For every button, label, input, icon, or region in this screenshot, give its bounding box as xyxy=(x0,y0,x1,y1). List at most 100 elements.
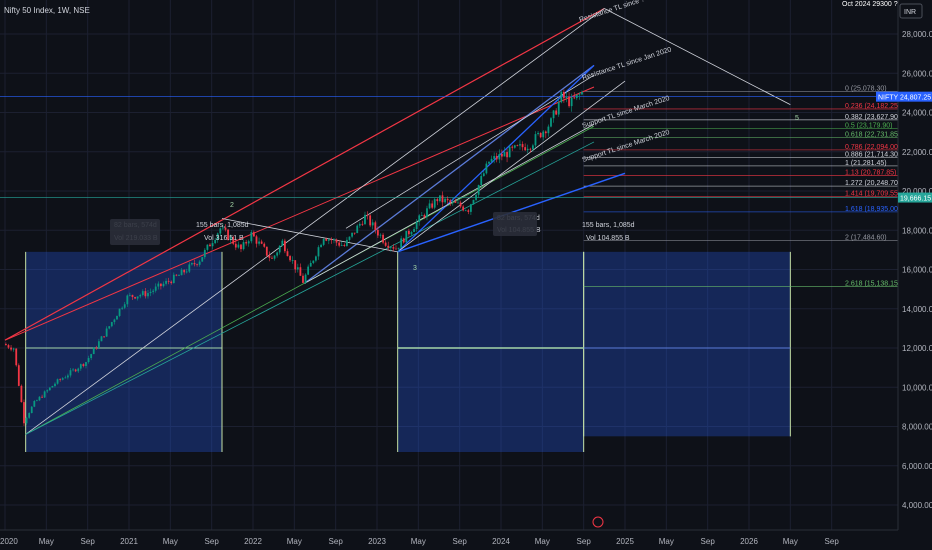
x-axis-tick-label: May xyxy=(535,537,550,546)
candle-body xyxy=(69,370,72,376)
candle-body xyxy=(105,328,108,337)
candle-body xyxy=(333,239,335,241)
candle-body xyxy=(356,225,359,234)
y-axis-tick-label: 22,000.00 xyxy=(902,148,932,157)
support-trendline xyxy=(304,64,595,284)
fib-level-label: 0.618 (22,731.85) xyxy=(845,131,900,138)
x-axis-tick-label: May xyxy=(411,537,426,546)
candle-body xyxy=(188,264,191,272)
candle-body xyxy=(441,195,444,203)
candle-body xyxy=(325,238,328,241)
candle-body xyxy=(222,227,224,229)
candle-body xyxy=(224,227,227,230)
candle-body xyxy=(415,221,418,230)
chart-title: Nifty 50 Index, 1W, NSE xyxy=(4,6,90,15)
candle-body xyxy=(118,308,121,316)
candle-body xyxy=(265,246,268,256)
candle-body xyxy=(397,247,400,249)
candle-body xyxy=(28,413,31,418)
candle-body xyxy=(185,271,188,273)
candle-body xyxy=(369,215,372,226)
candle-body xyxy=(513,145,516,148)
candle-body xyxy=(550,118,552,127)
candle-body xyxy=(144,291,147,297)
candle-body xyxy=(557,102,560,115)
candle-body xyxy=(87,358,90,363)
candle-body xyxy=(498,153,501,160)
candle-body xyxy=(382,234,384,243)
candle-body xyxy=(152,290,155,292)
currency-box xyxy=(899,3,923,19)
candle-body xyxy=(366,214,369,216)
candle-body xyxy=(343,245,346,246)
candle-body xyxy=(286,251,289,257)
candle-body xyxy=(237,244,240,248)
candle-body xyxy=(121,307,124,309)
candle-body xyxy=(351,232,353,237)
candle-body xyxy=(547,126,550,134)
candle-body xyxy=(539,132,542,138)
candle-body xyxy=(387,245,390,248)
candle-body xyxy=(516,145,519,147)
price-tag xyxy=(898,192,932,203)
chart-annotation: Resistance TL since Jan 2020 xyxy=(581,46,672,82)
candle-body xyxy=(98,341,100,348)
fib-level-label: 1.414 (19,709.55) xyxy=(845,191,900,198)
candle-body xyxy=(433,199,436,208)
candle-body xyxy=(216,233,219,240)
candle-body xyxy=(472,199,475,205)
candle-body xyxy=(284,240,286,252)
candle-body xyxy=(77,368,80,372)
candle-body xyxy=(12,348,15,350)
candle-body xyxy=(170,281,173,284)
candle-body xyxy=(353,232,356,234)
candle-body xyxy=(64,377,67,379)
y-axis-tick-label: 16,000.00 xyxy=(902,266,932,275)
currency-label: INR xyxy=(904,9,916,16)
fib-level-label: 0.382 (23,627.90) xyxy=(845,114,900,121)
candle-body xyxy=(141,291,144,295)
candle-body xyxy=(263,243,266,247)
y-axis-tick-label: 18,000.00 xyxy=(902,226,932,235)
candle-body xyxy=(201,257,204,262)
fib-level-label: 0.786 (22,094.00) xyxy=(845,144,900,151)
candle-body xyxy=(36,400,38,402)
candle-body xyxy=(193,263,196,265)
candle-body xyxy=(82,364,85,367)
y-axis-tick-label: 24,000.00 xyxy=(902,109,932,118)
candle-body xyxy=(395,248,397,250)
y-axis-tick-label: 6,000.00 xyxy=(902,462,932,471)
x-axis-tick-label: Sep xyxy=(205,537,220,546)
y-axis-tick-label: 10,000.00 xyxy=(902,383,932,392)
candle-body xyxy=(108,326,111,329)
x-axis-tick-label: 2024 xyxy=(492,537,510,546)
candle-body xyxy=(46,390,49,392)
candle-body xyxy=(338,242,341,246)
candle-body xyxy=(5,344,7,346)
candle-body xyxy=(565,96,568,99)
candle-body xyxy=(348,236,351,240)
fib-level-label: 0.236 (24,182.25) xyxy=(845,103,900,110)
candle-body xyxy=(521,144,524,148)
candle-body xyxy=(575,94,578,99)
candle-body xyxy=(43,391,46,398)
candle-body xyxy=(493,156,496,159)
candle-body xyxy=(410,231,413,235)
candle-body xyxy=(542,131,545,138)
candle-body xyxy=(488,161,490,164)
candle-body xyxy=(519,144,521,146)
x-axis-tick-label: Sep xyxy=(825,537,840,546)
chart-annotation: 155 bars, 1,085d xyxy=(582,222,635,229)
chart-annotation: 3 xyxy=(413,265,417,272)
candle-body xyxy=(392,247,395,249)
y-axis-tick-label: 28,000.00 xyxy=(902,30,932,39)
candle-body xyxy=(526,148,529,151)
wave-line xyxy=(221,218,398,253)
support-trendline xyxy=(25,141,595,435)
candle-body xyxy=(529,148,532,150)
candle-body xyxy=(420,215,423,216)
fib-level-label: 1.13 (20,787.85) xyxy=(845,170,896,177)
candle-body xyxy=(485,163,488,174)
chart-annotation: Resistance TL since ? xyxy=(578,0,645,24)
